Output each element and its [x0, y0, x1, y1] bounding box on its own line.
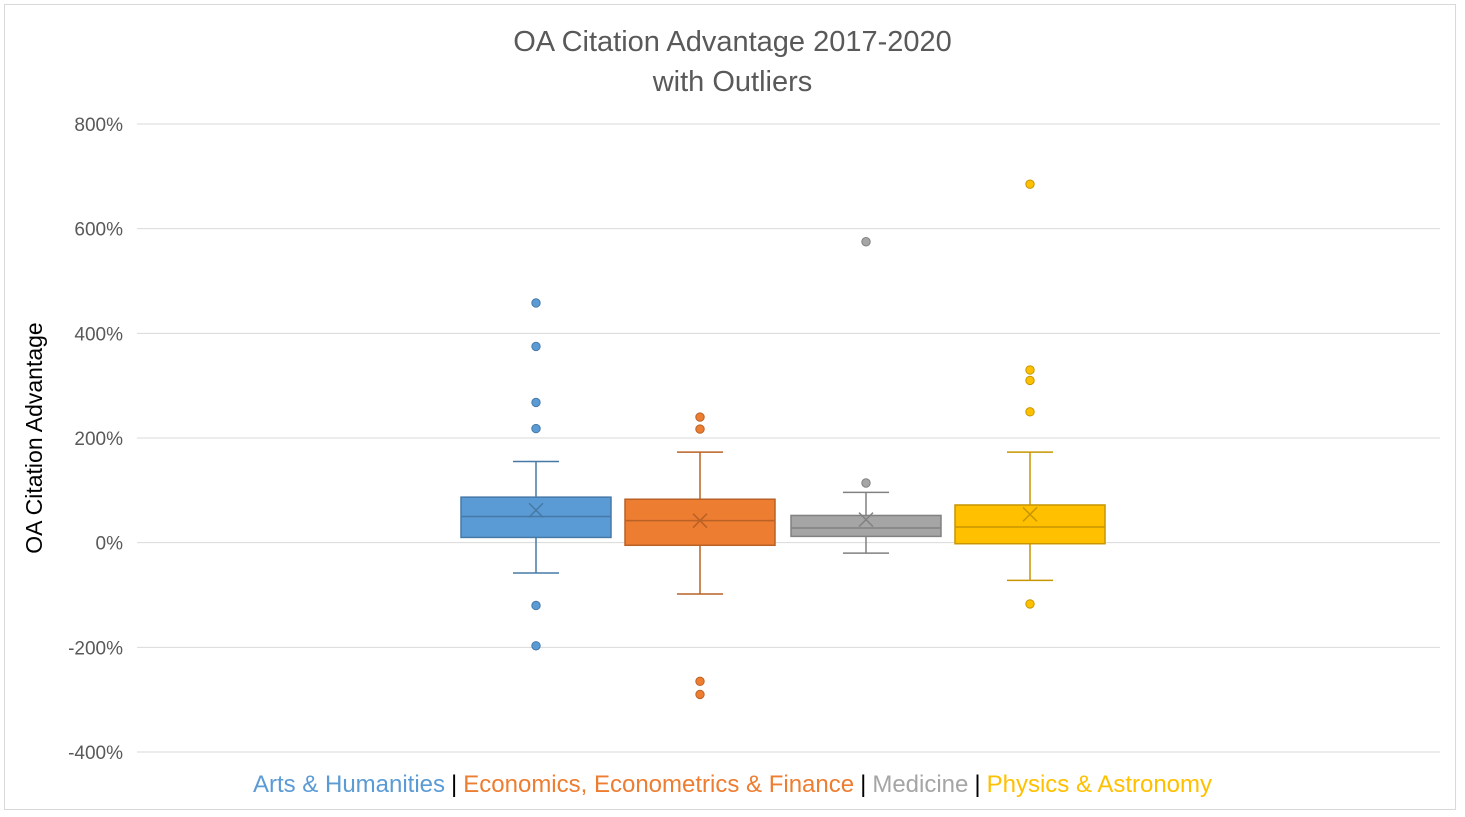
- outlier-point: [1025, 407, 1035, 417]
- outlier-point: [695, 412, 705, 422]
- legend-entry: Medicine: [872, 771, 969, 798]
- legend-separator: |: [974, 771, 981, 798]
- legend-entry: Arts & Humanities: [252, 771, 446, 798]
- y-tick-label: 800%: [74, 115, 123, 136]
- outlier-point: [531, 397, 541, 408]
- outlier-point: [861, 478, 871, 488]
- outlier-point: [531, 641, 541, 651]
- legend-entry: Economics, Econometrics & Finance: [463, 771, 855, 798]
- outlier-point: [531, 600, 541, 611]
- y-tick-label: 400%: [74, 324, 123, 345]
- outlier-point: [861, 237, 871, 247]
- outlier-point: [695, 676, 705, 687]
- chart-title: OA Citation Advantage 2017-2020: [513, 26, 952, 58]
- outlier-point: [531, 298, 541, 308]
- outlier-point: [1025, 599, 1035, 609]
- y-tick-label: -400%: [68, 743, 123, 764]
- y-tick-label: 600%: [74, 220, 123, 241]
- outlier-point: [695, 424, 705, 434]
- outlier-point: [695, 689, 705, 700]
- chart-title-block: OA Citation Advantage 2017-2020 with Out…: [0, 22, 1465, 102]
- mean-marker: [858, 512, 874, 528]
- outlier-point: [1025, 375, 1035, 386]
- mean-marker: [528, 502, 544, 518]
- y-tick-label: 200%: [74, 429, 123, 450]
- y-tick-label: -200%: [68, 638, 123, 659]
- outlier-point: [531, 423, 541, 434]
- chart-legend: Arts & Humanities | Economics, Econometric…: [0, 768, 1465, 802]
- box-iqr: [624, 498, 776, 547]
- box-iqr: [460, 496, 612, 539]
- box-iqr: [954, 504, 1106, 545]
- mean-marker: [692, 513, 708, 529]
- outlier-point: [531, 341, 541, 352]
- outlier-point: [1025, 179, 1035, 189]
- outlier-point: [1025, 365, 1035, 375]
- legend-separator: |: [860, 771, 867, 798]
- legend-entry: Physics & Astronomy: [986, 771, 1213, 798]
- chart-subtitle: with Outliers: [652, 66, 813, 98]
- chart-frame: [4, 4, 1456, 810]
- box-iqr: [790, 514, 942, 538]
- y-axis-label: OA Citation Advantage: [21, 322, 47, 553]
- legend-separator: |: [451, 771, 458, 798]
- y-tick-label: 0%: [96, 534, 124, 555]
- mean-marker: [1022, 506, 1038, 522]
